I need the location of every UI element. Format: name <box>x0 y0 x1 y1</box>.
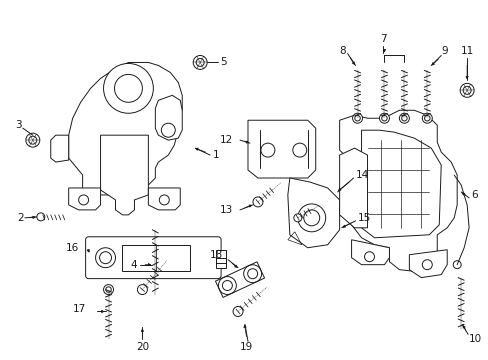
Text: 15: 15 <box>357 213 370 223</box>
Text: 6: 6 <box>470 190 477 200</box>
Text: 7: 7 <box>379 33 386 44</box>
Polygon shape <box>247 120 315 178</box>
Text: 13: 13 <box>220 205 233 215</box>
Circle shape <box>233 306 243 316</box>
Circle shape <box>297 204 325 232</box>
Circle shape <box>193 55 207 69</box>
Circle shape <box>161 123 175 137</box>
Polygon shape <box>155 95 182 140</box>
Bar <box>216 258 225 263</box>
Polygon shape <box>339 148 367 228</box>
Circle shape <box>26 133 40 147</box>
Circle shape <box>292 143 306 157</box>
Text: 11: 11 <box>460 45 473 55</box>
Circle shape <box>137 285 147 294</box>
Text: 12: 12 <box>220 135 233 145</box>
Circle shape <box>95 248 115 268</box>
Text: 1: 1 <box>213 150 219 160</box>
Text: 16: 16 <box>65 243 79 253</box>
Circle shape <box>352 113 362 123</box>
Polygon shape <box>351 240 388 265</box>
Polygon shape <box>408 250 447 278</box>
Text: 19: 19 <box>240 342 253 352</box>
Circle shape <box>293 214 301 222</box>
Polygon shape <box>68 62 182 195</box>
Circle shape <box>422 113 431 123</box>
Text: 20: 20 <box>136 342 149 352</box>
FancyBboxPatch shape <box>85 237 221 279</box>
Text: 18: 18 <box>210 250 223 260</box>
Circle shape <box>159 195 169 205</box>
Circle shape <box>399 113 408 123</box>
Text: 5: 5 <box>220 58 226 67</box>
Text: 17: 17 <box>73 305 86 315</box>
Circle shape <box>364 252 374 262</box>
Circle shape <box>252 197 263 207</box>
Text: 4: 4 <box>130 260 137 270</box>
Polygon shape <box>148 188 180 210</box>
Polygon shape <box>287 178 339 248</box>
Text: 10: 10 <box>468 334 481 345</box>
Text: 3: 3 <box>15 120 21 130</box>
Circle shape <box>459 84 473 97</box>
Text: 14: 14 <box>355 170 368 180</box>
Polygon shape <box>339 110 456 272</box>
Polygon shape <box>51 135 68 162</box>
Polygon shape <box>101 135 148 215</box>
Text: 9: 9 <box>440 45 447 55</box>
Bar <box>216 250 225 268</box>
Text: 2: 2 <box>17 213 23 223</box>
Circle shape <box>261 143 274 157</box>
Circle shape <box>243 265 261 283</box>
Polygon shape <box>68 188 101 210</box>
Bar <box>122 245 190 271</box>
Circle shape <box>103 285 113 294</box>
Text: 8: 8 <box>339 45 346 55</box>
Circle shape <box>422 260 431 270</box>
Circle shape <box>103 63 153 113</box>
Circle shape <box>79 195 88 205</box>
Circle shape <box>37 213 45 221</box>
Polygon shape <box>361 130 440 238</box>
Circle shape <box>218 276 236 294</box>
Circle shape <box>379 113 388 123</box>
